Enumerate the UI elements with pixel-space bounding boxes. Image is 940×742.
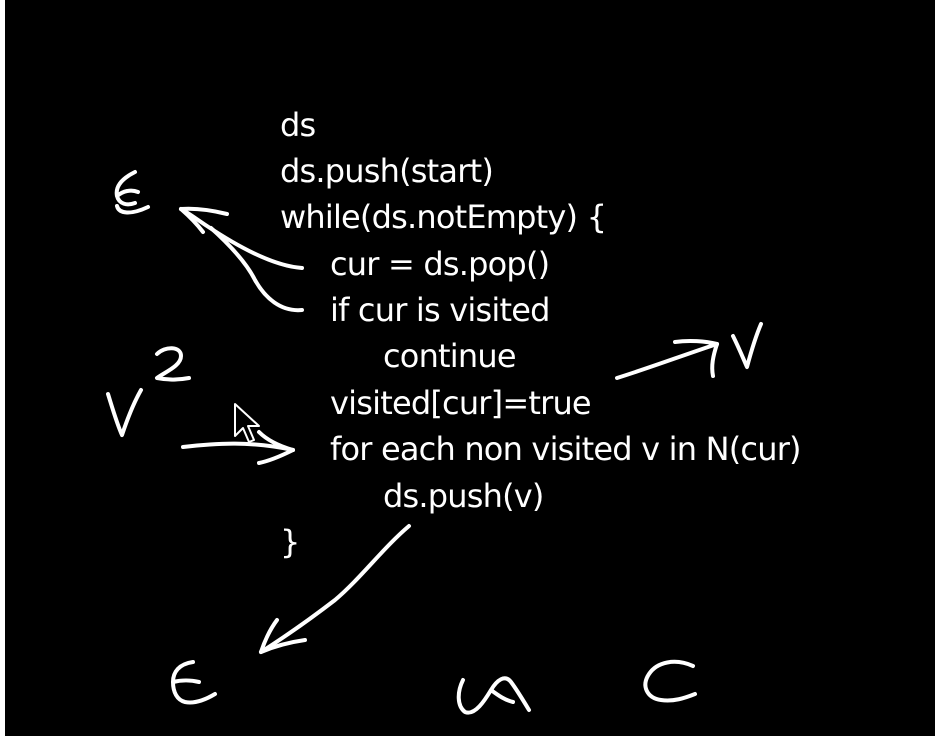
handwritten-V-left <box>106 388 143 437</box>
code-line-push-neighbor: ds.push(v) <box>383 477 544 515</box>
handwritten-E-top-left <box>114 170 150 215</box>
code-line-pop: cur = ds.pop() <box>330 245 550 283</box>
code-line-ds-declaration: ds <box>280 106 316 144</box>
code-line-continue: continue <box>383 337 517 375</box>
handwritten-2-superscript <box>155 346 191 382</box>
code-line-while-loop: while(ds.notEmpty) { <box>280 198 607 236</box>
code-line-push-start: ds.push(start) <box>280 152 494 190</box>
code-line-closing-brace: } <box>280 523 300 561</box>
whiteboard-canvas: ds ds.push(start) while(ds.notEmpty) { c… <box>5 0 935 736</box>
handwritten-C-bottom-right <box>643 659 697 703</box>
mouse-cursor-icon <box>234 403 260 443</box>
code-line-if-visited: if cur is visited <box>330 291 550 329</box>
handwritten-V-right <box>731 322 763 369</box>
arrow-continue-to-V <box>615 338 719 380</box>
code-line-mark-visited: visited[cur]=true <box>330 384 592 422</box>
code-line-for-each-neighbor: for each non visited v in N(cur) <box>330 430 802 468</box>
handwritten-symbol-bottom-center <box>456 676 531 715</box>
handwritten-E-bottom-left <box>171 660 217 705</box>
